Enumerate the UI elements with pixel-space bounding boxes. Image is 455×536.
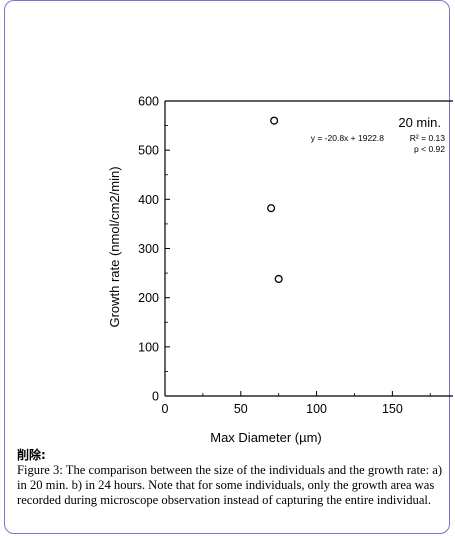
y-axis-label: Growth rate (nmol/cm2/min) [107, 166, 122, 327]
points-layer [267, 116, 283, 284]
data-point [267, 204, 276, 213]
data-point [270, 116, 279, 125]
figure-caption: Figure 3: The comparison between the siz… [17, 463, 443, 507]
p-value: p < 0.92 [414, 144, 445, 154]
y-tick-label: 500 [138, 144, 159, 158]
y-tick-label: 300 [138, 242, 159, 256]
x-tick-label: 0 [162, 402, 169, 416]
regression-equation: y = -20.8x + 1922.8 [311, 133, 385, 143]
comment-body: 削除: Figure 3: The comparison between the… [17, 448, 447, 508]
x-tick-label: 150 [382, 402, 403, 416]
x-axis-label: Max Diameter (µm) [210, 430, 322, 445]
y-tick-label: 600 [138, 95, 159, 109]
panel-label: 20 min. [398, 115, 441, 130]
ticks-layer: 0 100 200 300 400 500 600 0 50 100 150 [138, 95, 431, 416]
y-tick-label: 400 [138, 193, 159, 207]
y-tick-label: 0 [152, 390, 159, 404]
scatter-chart: 0 100 200 300 400 500 600 0 50 100 150 Max Diamete… [101, 87, 453, 449]
x-tick-label: 100 [306, 402, 327, 416]
chart-svg: 0 100 200 300 400 500 600 0 50 100 150 Max Diamete… [107, 95, 453, 445]
y-tick-label: 200 [138, 291, 159, 305]
deleted-label: 削除: [17, 448, 46, 462]
comment-balloon[interactable]: 0 100 200 300 400 500 600 0 50 100 150 Max Diamete… [4, 0, 453, 534]
x-tick-label: 50 [234, 402, 248, 416]
axes-layer [164, 100, 453, 397]
y-tick-label: 100 [138, 340, 159, 354]
r-squared: R² = 0.13 [410, 133, 445, 143]
data-point [274, 274, 283, 284]
